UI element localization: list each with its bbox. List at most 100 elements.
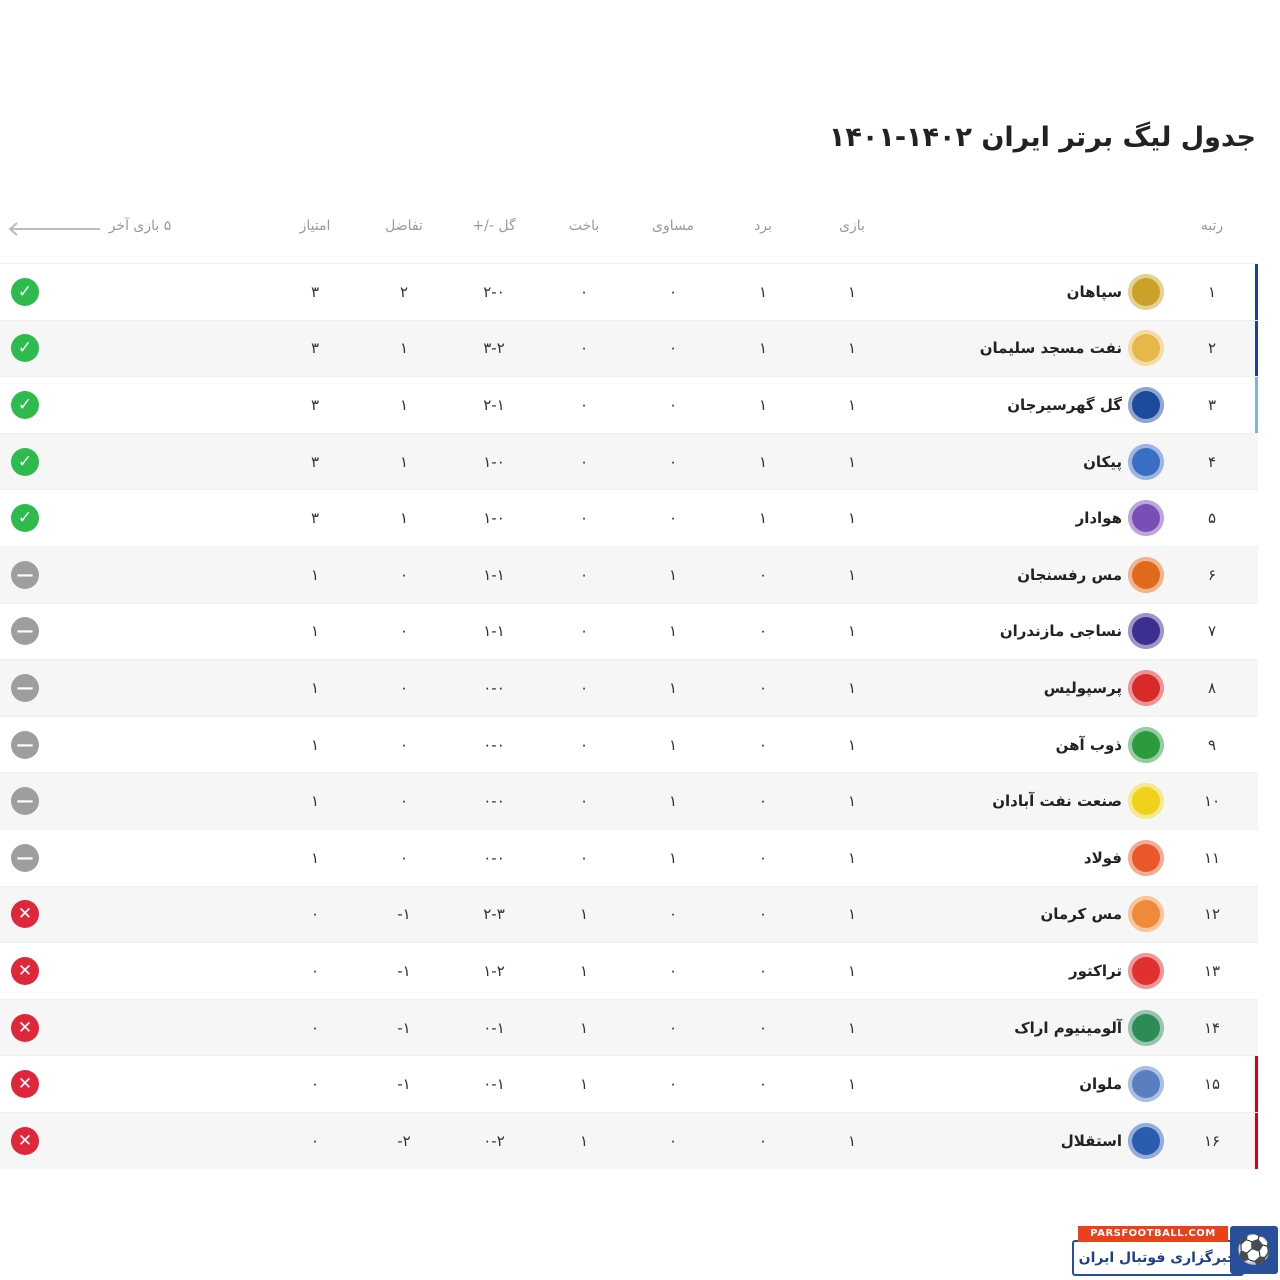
won-cell: ۱ bbox=[758, 395, 768, 414]
won-cell: ۰ bbox=[758, 961, 768, 980]
diff-cell: -۱ bbox=[397, 905, 411, 924]
header-points: امتیاز bbox=[299, 218, 331, 234]
team-name[interactable]: پیکان bbox=[1083, 452, 1122, 471]
drawn-cell: ۱ bbox=[668, 622, 678, 641]
table-row[interactable]: ۱۶ استقلال ۱ ۰ ۰ ۱ ۰-۲ -۲ ۰ ✕ bbox=[0, 1111, 1258, 1169]
team-name[interactable]: ذوب آهن bbox=[1055, 735, 1122, 754]
team-name[interactable]: گل گهرسیرجان bbox=[1007, 395, 1122, 414]
table-row[interactable]: ۷ نساجی مازندران ۱ ۰ ۱ ۰ ۱-۱ ۰ ۱ — bbox=[0, 602, 1258, 660]
minus-icon: — bbox=[11, 730, 39, 759]
team-logo-icon bbox=[1128, 952, 1164, 989]
won-cell: ۰ bbox=[758, 792, 768, 811]
team-name[interactable]: ملوان bbox=[1079, 1075, 1122, 1094]
won-cell: ۰ bbox=[758, 1018, 768, 1037]
check-icon: ✓ bbox=[11, 447, 39, 476]
table-row[interactable]: ۹ ذوب آهن ۱ ۰ ۱ ۰ ۰-۰ ۰ ۱ — bbox=[0, 715, 1258, 773]
lost-cell: ۰ bbox=[579, 622, 589, 641]
team-logo-icon bbox=[1128, 669, 1164, 706]
diff-cell: -۱ bbox=[397, 1018, 411, 1037]
table-row[interactable]: ۵ هوادار ۱ ۱ ۰ ۰ ۱-۰ ۱ ۳ ✓ bbox=[0, 489, 1258, 546]
goals-cell: ۱-۱ bbox=[483, 565, 505, 584]
team-logo-icon bbox=[1128, 839, 1164, 876]
team-name[interactable]: آلومینیوم اراک bbox=[1014, 1018, 1122, 1037]
lost-cell: ۱ bbox=[579, 1018, 589, 1037]
diff-cell: ۱ bbox=[399, 509, 409, 528]
table-row[interactable]: ۱۴ آلومینیوم اراک ۱ ۰ ۰ ۱ ۰-۱ -۱ ۰ ✕ bbox=[0, 998, 1258, 1056]
lost-cell: ۰ bbox=[579, 735, 589, 754]
team-name[interactable]: تراکتور bbox=[1069, 961, 1122, 980]
rank-cell: ۱۱ bbox=[1203, 848, 1221, 867]
lost-cell: ۰ bbox=[579, 395, 589, 414]
rank-cell: ۳ bbox=[1207, 395, 1217, 414]
team-name[interactable]: سپاهان bbox=[1066, 282, 1122, 301]
goals-cell: ۰-۱ bbox=[483, 1075, 505, 1094]
played-cell: ۱ bbox=[847, 905, 857, 924]
drawn-cell: ۰ bbox=[668, 1131, 678, 1150]
rank-cell: ۱۶ bbox=[1203, 1131, 1221, 1150]
team-name[interactable]: صنعت نفت آبادان bbox=[992, 792, 1122, 811]
lost-cell: ۰ bbox=[579, 848, 589, 867]
lost-cell: ۰ bbox=[579, 509, 589, 528]
cross-icon: ✕ bbox=[11, 1013, 39, 1042]
rank-cell: ۲ bbox=[1207, 339, 1217, 358]
drawn-cell: ۰ bbox=[668, 452, 678, 471]
goals-cell: ۲-۳ bbox=[483, 905, 505, 924]
played-cell: ۱ bbox=[847, 1131, 857, 1150]
points-cell: ۰ bbox=[310, 1018, 320, 1037]
won-cell: ۱ bbox=[758, 452, 768, 471]
team-name[interactable]: هوادار bbox=[1075, 509, 1122, 528]
drawn-cell: ۰ bbox=[668, 509, 678, 528]
team-name[interactable]: نفت مسجد سلیمان bbox=[979, 339, 1122, 358]
drawn-cell: ۰ bbox=[668, 1075, 678, 1094]
played-cell: ۱ bbox=[847, 622, 857, 641]
played-cell: ۱ bbox=[847, 509, 857, 528]
won-cell: ۱ bbox=[758, 339, 768, 358]
table-row[interactable]: ۱۲ مس کرمان ۱ ۰ ۰ ۱ ۲-۳ -۱ ۰ ✕ bbox=[0, 885, 1258, 943]
drawn-cell: ۱ bbox=[668, 848, 678, 867]
rank-cell: ۱۴ bbox=[1203, 1018, 1221, 1037]
minus-icon: — bbox=[11, 560, 39, 589]
table-row[interactable]: ۲ نفت مسجد سلیمان ۱ ۱ ۰ ۰ ۳-۲ ۱ ۳ ✓ bbox=[0, 319, 1258, 377]
table-row[interactable]: ۱ سپاهان ۱ ۱ ۰ ۰ ۲-۰ ۲ ۳ ✓ bbox=[0, 263, 1258, 320]
table-row[interactable]: ۱۰ صنعت نفت آبادان ۱ ۰ ۱ ۰ ۰-۰ ۰ ۱— bbox=[0, 772, 1258, 829]
cross-icon: ✕ bbox=[11, 900, 39, 929]
lost-cell: ۱ bbox=[579, 1075, 589, 1094]
lost-cell: ۱ bbox=[579, 961, 589, 980]
table-row[interactable]: ۳ گل گهرسیرجان ۱ ۱ ۰ ۰ ۲-۱ ۱ ۳ ✓ bbox=[0, 376, 1258, 433]
table-row[interactable]: ۱۳ تراکتور ۱ ۰ ۰ ۱ ۱-۲ -۱ ۰ ✕ bbox=[0, 942, 1258, 999]
played-cell: ۱ bbox=[847, 792, 857, 811]
table-row[interactable]: ۶ مس رفسنجان ۱ ۰ ۱ ۰ ۱-۱ ۰ ۱ — bbox=[0, 545, 1258, 603]
goals-cell: ۰-۰ bbox=[483, 678, 505, 697]
table-row[interactable]: ۱۵ ملوان ۱ ۰ ۰ ۱ ۰-۱ -۱ ۰ ✕ bbox=[0, 1055, 1258, 1112]
table-row[interactable]: ۴ پیکان ۱ ۱ ۰ ۰ ۱-۰ ۱ ۳ ✓ bbox=[0, 432, 1258, 490]
team-logo-icon bbox=[1128, 330, 1164, 367]
won-cell: ۰ bbox=[758, 622, 768, 641]
rank-cell: ۱۰ bbox=[1203, 792, 1221, 811]
team-name[interactable]: فولاد bbox=[1083, 848, 1122, 867]
team-logo-icon bbox=[1128, 500, 1164, 537]
team-name[interactable]: استقلال bbox=[1060, 1131, 1122, 1150]
page-title: جدول لیگ برتر ایران ۱۴۰۲-۱۴۰۱ bbox=[828, 122, 1256, 153]
rank-cell: ۱۲ bbox=[1203, 905, 1221, 924]
points-cell: ۱ bbox=[310, 792, 320, 811]
drawn-cell: ۱ bbox=[668, 792, 678, 811]
team-name[interactable]: پرسپولیس bbox=[1043, 678, 1122, 697]
minus-icon: — bbox=[11, 673, 39, 702]
rank-cell: ۷ bbox=[1207, 622, 1217, 641]
header-lost: باخت bbox=[568, 218, 600, 234]
team-logo-icon bbox=[1128, 1066, 1164, 1103]
table-row[interactable]: ۱۱ فولاد ۱ ۰ ۱ ۰ ۰-۰ ۰ ۱ — bbox=[0, 828, 1258, 886]
check-icon: ✓ bbox=[11, 504, 39, 533]
check-icon: ✓ bbox=[11, 277, 39, 306]
rank-cell: ۵ bbox=[1207, 509, 1217, 528]
won-cell: ۰ bbox=[758, 1131, 768, 1150]
table-row[interactable]: ۸ پرسپولیس ۱ ۰ ۱ ۰ ۰-۰ ۰ ۱ — bbox=[0, 659, 1258, 716]
diff-cell: ۱ bbox=[399, 339, 409, 358]
team-name[interactable]: مس کرمان bbox=[1040, 905, 1123, 924]
won-cell: ۰ bbox=[758, 565, 768, 584]
played-cell: ۱ bbox=[847, 735, 857, 754]
team-name[interactable]: مس رفسنجان bbox=[1017, 565, 1122, 584]
minus-icon: — bbox=[11, 843, 39, 872]
team-name[interactable]: نساجی مازندران bbox=[999, 622, 1122, 641]
team-logo-icon bbox=[1128, 783, 1164, 820]
